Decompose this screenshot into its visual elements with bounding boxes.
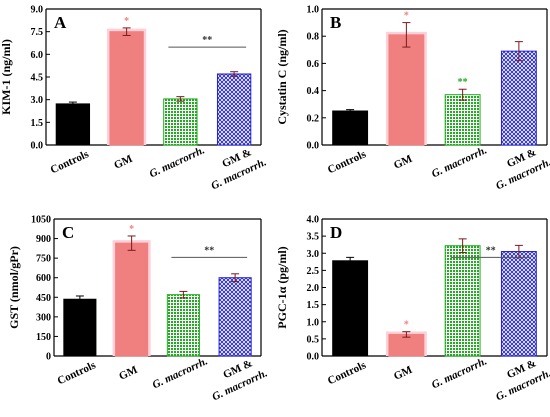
y-tick-label: 600 [36, 273, 51, 284]
panel-C: 0 150 300 450 600 750 900 1050 GST (nmol/gPr) C Co… [7, 215, 269, 404]
y-tick-label: 900 [36, 234, 51, 245]
bracket-label: ** [202, 35, 212, 46]
bar-3 [444, 94, 481, 146]
x-tick-label: G. macrorrh. [148, 144, 207, 180]
bar-4 [500, 251, 537, 357]
bar-1 [332, 110, 369, 146]
y-tick-label: 3.0 [307, 249, 320, 260]
x-tick-label: GM [117, 364, 140, 383]
y-tick-label: 4.0 [307, 215, 320, 226]
y-axis-title: PGC-1α (pg/ml) [275, 246, 289, 328]
x-tick-label: GM [112, 153, 135, 172]
y-axis-title: GST (nmol/gPr) [7, 246, 21, 329]
y-tick-label: 0.0 [31, 141, 44, 152]
y-tick-label: 450 [36, 293, 51, 304]
x-tick-label: Controls [49, 148, 92, 176]
x-tick-label: GM [392, 153, 415, 172]
y-tick-label: 0.4 [307, 86, 320, 97]
y-tick-label: 1050 [31, 215, 51, 226]
bar-3 [163, 98, 198, 146]
bracket-label: ** [204, 245, 214, 256]
y-tick-label: 750 [36, 254, 51, 265]
x-tick-label: Controls [326, 148, 369, 176]
bar-2 [388, 34, 425, 146]
panel-letter: D [330, 223, 342, 242]
y-tick-label: 0.0 [307, 141, 320, 152]
significance-marker: * [124, 16, 129, 27]
panel-B: 0.0 0.2 0.4 0.6 0.8 1.0 Cystatin C (ng/ml) B Con… [275, 5, 550, 193]
x-tick-label: G. macrorrh. [430, 144, 489, 180]
y-tick-label: 9.0 [31, 5, 44, 16]
y-tick-label: 150 [36, 332, 51, 343]
y-tick-label: 1.0 [307, 317, 320, 328]
panel-letter: C [62, 223, 74, 242]
bar-4 [218, 277, 252, 357]
y-tick-label: 0.2 [307, 113, 320, 124]
significance-marker: * [404, 320, 409, 331]
y-tick-label: 3.0 [31, 95, 44, 106]
bar-4 [500, 50, 537, 146]
bar-2 [115, 242, 149, 357]
x-tick-label: G. macrorrh. [151, 355, 210, 391]
y-tick-label: 6.0 [31, 50, 44, 61]
bar-3 [444, 245, 481, 357]
y-tick-label: 300 [36, 312, 51, 323]
bar-1 [332, 260, 369, 357]
bar-2 [109, 31, 144, 146]
significance-marker: ** [458, 77, 468, 88]
bar-1 [55, 103, 91, 146]
y-tick-label: 0.5 [307, 334, 320, 345]
bar-4 [216, 73, 252, 146]
x-tick-label: Controls [326, 359, 369, 387]
y-tick-label: 2.5 [307, 266, 320, 277]
significance-marker: * [129, 224, 134, 235]
y-tick-label: 0.8 [307, 32, 320, 43]
x-tick-label: GM [392, 364, 415, 383]
y-tick-label: 1.5 [307, 300, 320, 311]
y-axis-title: Cystatin C (ng/ml) [275, 29, 289, 124]
y-tick-label: 7.5 [31, 27, 44, 38]
y-axis-title: KIM-1 (ng/ml) [0, 39, 13, 115]
panel-letter: A [54, 13, 67, 32]
y-tick-label: 1.0 [307, 5, 320, 16]
significance-marker: * [404, 11, 409, 22]
y-tick-label: 0.0 [307, 352, 320, 363]
bar-1 [63, 298, 97, 357]
x-tick-label: Controls [56, 359, 99, 387]
y-tick-label: 0.6 [307, 59, 320, 70]
y-tick-label: 4.5 [31, 73, 44, 84]
y-tick-label: 2.0 [307, 283, 320, 294]
x-tick-label: G. macrorrh. [430, 355, 489, 391]
panel-letter: B [330, 13, 341, 32]
bracket-label: ** [486, 245, 496, 256]
panel-D: 0.0 0.5 1.0 1.5 2.0 2.5 3.0 3.5 4.0 PGC-1α (pg/ml… [275, 215, 550, 404]
y-tick-label: 1.5 [31, 118, 44, 129]
y-tick-label: 3.5 [307, 232, 320, 243]
panel-A: 0.0 1.5 3.0 4.5 6.0 7.5 9.0 KIM-1 (ng/ml) A Contr… [0, 5, 268, 193]
y-tick-label: 0 [46, 352, 51, 363]
bar-3 [166, 294, 200, 357]
